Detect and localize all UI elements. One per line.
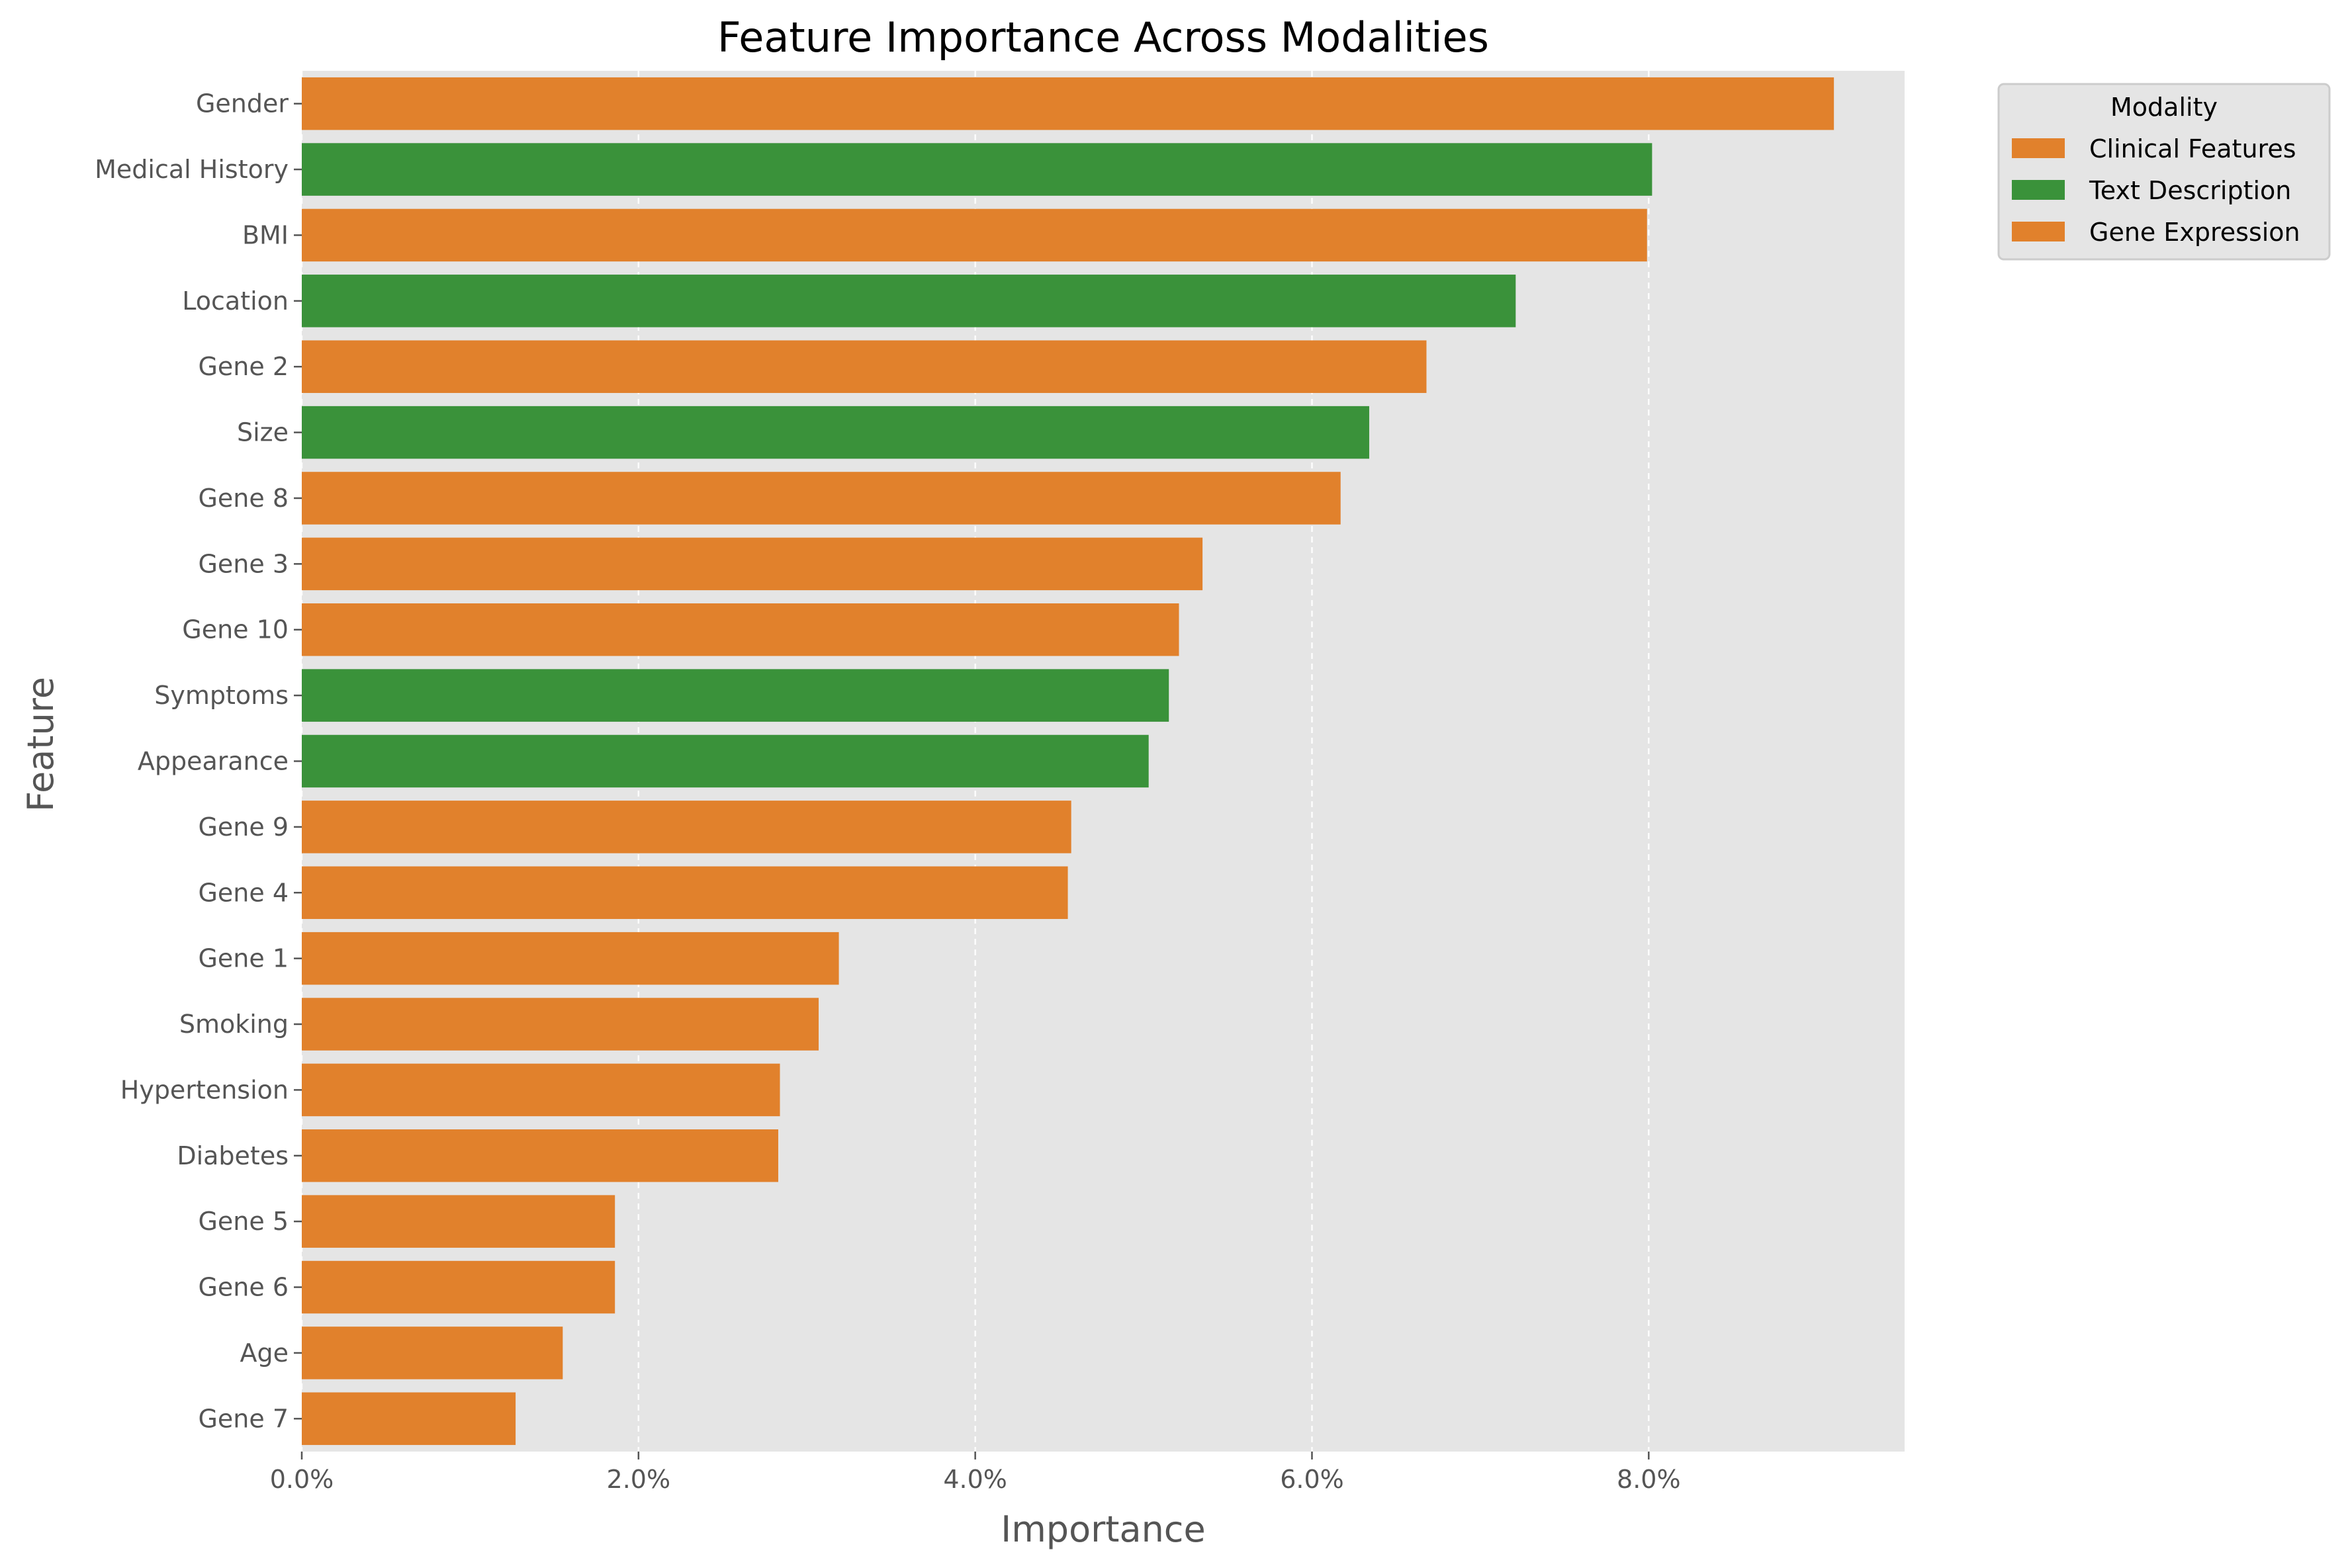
y-tick-label: Gene 2	[198, 352, 289, 381]
bar-14	[302, 932, 839, 985]
bar-9	[302, 603, 1179, 656]
y-tick-labels: Gender Medical History BMI Location Gene 2 Si…	[95, 89, 302, 1433]
bar-11	[302, 734, 1149, 788]
bar-3	[302, 208, 1647, 262]
y-tick-label: Gene 5	[198, 1207, 289, 1236]
legend-label: Gene Expression	[2089, 218, 2300, 247]
y-tick-label: Hypertension	[120, 1075, 289, 1104]
bar-20	[302, 1327, 563, 1379]
legend-swatch-3	[2012, 222, 2065, 241]
y-tick-label: Location	[182, 286, 289, 316]
x-tick-label: 6.0%	[1280, 1465, 1344, 1494]
bar-12	[302, 801, 1071, 853]
y-tick-label: Appearance	[138, 747, 289, 776]
legend-label: Clinical Features	[2089, 134, 2296, 163]
y-tick-label: Age	[240, 1338, 289, 1368]
bar-19	[302, 1260, 615, 1314]
x-tick-label: 0.0%	[270, 1465, 334, 1494]
x-tick-labels: 0.0% 2.0% 4.0% 6.0% 8.0%	[270, 1452, 1681, 1494]
y-tick-label: Size	[237, 418, 289, 447]
y-tick-label: Gene 10	[182, 615, 289, 644]
y-tick-label: Gene 7	[198, 1404, 289, 1433]
bar-10	[302, 669, 1169, 722]
x-tick-label: 4.0%	[943, 1465, 1007, 1494]
legend-label: Text Description	[2089, 176, 2291, 205]
y-tick-label: Gene 6	[198, 1273, 289, 1302]
bar-6	[302, 406, 1369, 459]
y-tick-label: Gender	[196, 89, 289, 118]
bar-1	[302, 77, 1834, 130]
legend-swatch-1	[2012, 138, 2065, 158]
bar-2	[302, 143, 1652, 196]
y-axis-title: Feature	[20, 677, 62, 812]
y-tick-label: Gene 4	[198, 878, 289, 907]
x-axis-title: Importance	[1001, 1508, 1205, 1550]
bar-18	[302, 1195, 615, 1248]
bar-17	[302, 1129, 778, 1182]
bars	[302, 77, 1834, 1446]
y-tick-label: Diabetes	[177, 1141, 289, 1170]
y-tick-label: Gene 8	[198, 484, 289, 513]
y-tick-label: Gene 3	[198, 549, 289, 578]
y-tick-label: Smoking	[179, 1010, 289, 1039]
legend-title: Modality	[2110, 93, 2218, 122]
y-tick-label: BMI	[242, 220, 289, 249]
y-tick-label: Medical History	[95, 155, 289, 184]
bar-5	[302, 340, 1427, 393]
bar-21	[302, 1392, 516, 1446]
legend-swatch-2	[2012, 180, 2065, 200]
bar-4	[302, 275, 1516, 327]
bar-13	[302, 866, 1068, 920]
bar-7	[302, 472, 1341, 525]
chart-title: Feature Importance Across Modalities	[717, 13, 1489, 62]
bar-16	[302, 1063, 780, 1117]
legend-items: Clinical Features Text Description Gene Ex…	[2012, 134, 2300, 247]
bar-8	[302, 537, 1203, 591]
y-tick-label: Symptoms	[154, 681, 289, 710]
legend-box	[1997, 83, 2331, 261]
y-tick-label: Gene 9	[198, 812, 289, 842]
y-tick-label: Gene 1	[198, 944, 289, 973]
bar-15	[302, 998, 819, 1051]
legend: Modality Clinical Features Text Descripti…	[1997, 83, 2331, 261]
x-tick-label: 2.0%	[607, 1465, 671, 1494]
x-tick-label: 8.0%	[1617, 1465, 1681, 1494]
